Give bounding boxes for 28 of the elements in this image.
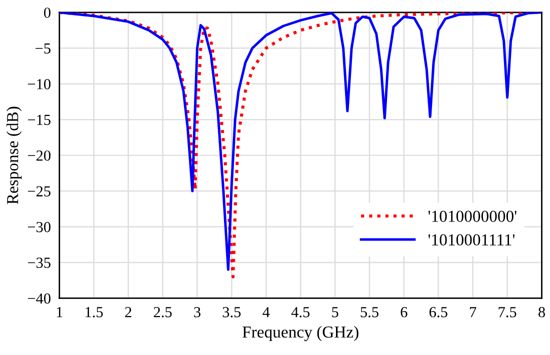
x-tick-label: 8: [538, 306, 545, 318]
x-tick-label: 5.5: [360, 307, 378, 318]
x-tick-label: 3.5: [222, 307, 241, 318]
x-tick-label: 7.5: [498, 307, 516, 318]
x-tick-label: 6: [400, 307, 408, 318]
x-tick-label: 7: [470, 307, 476, 318]
x-tick-label: 5: [332, 307, 338, 318]
y-axis-title: Response (dB): [6, 106, 22, 204]
y-tick-label: −5: [36, 43, 50, 54]
x-tick-label: 4: [262, 307, 270, 318]
x-tick-label: 1.5: [86, 307, 103, 318]
y-tick-label: 0: [44, 8, 50, 18]
x-tick-label: 4.5: [291, 307, 310, 318]
x-axis-title: Frequency (GHz): [242, 326, 358, 342]
x-tick-label: 2.5: [154, 307, 172, 318]
legend-label: '1010000000': [428, 210, 516, 222]
x-tick-label: 6.5: [429, 307, 448, 318]
y-tick-label: −30: [28, 222, 50, 232]
x-tick-label: 2: [125, 307, 132, 318]
y-tick-label: −35: [28, 258, 50, 268]
y-tick-label: −25: [28, 186, 50, 196]
legend-label: '1010001111': [428, 234, 515, 246]
x-tick-label: 1: [56, 307, 62, 318]
y-tick-label: −15: [28, 114, 50, 126]
y-tick-label: −10: [28, 79, 50, 90]
x-tick-label: 3: [194, 307, 200, 318]
y-tick-label: −40: [28, 293, 50, 304]
y-tick-label: −20: [28, 150, 50, 161]
